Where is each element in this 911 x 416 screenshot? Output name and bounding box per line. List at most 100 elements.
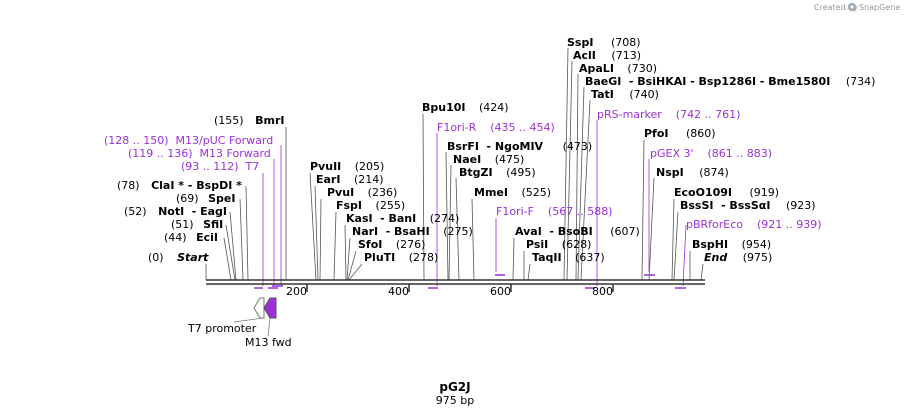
site-sfii[interactable]: (51) SfiI [171, 218, 223, 231]
site-fspi[interactable]: FspI (255) [336, 199, 405, 212]
site-ecii[interactable]: (44) EciI [164, 231, 218, 244]
site-sfoi[interactable]: SfoI (276) [358, 238, 425, 251]
site-start[interactable]: (0) Start [148, 251, 209, 264]
site-taqii[interactable]: TaqII (637) [532, 251, 605, 264]
site-name: EciI [196, 231, 218, 244]
site-avai[interactable]: AvaI - BsoBI (607) [515, 225, 640, 238]
site-num: (475) [495, 153, 525, 166]
site-name: BspHI [692, 238, 728, 251]
site-num: (51) [171, 218, 194, 231]
ruler-tick-400: 400 [388, 285, 409, 298]
site-extra: - EagI [192, 205, 227, 218]
site-baegi[interactable]: BaeGI - BsiHKAI - Bsp1286I - Bme1580I (7… [585, 75, 875, 88]
site-naei[interactable]: NaeI (475) [453, 153, 524, 166]
site-num: (860) [686, 127, 716, 140]
site-num: (525) [521, 186, 551, 199]
site-num: (205) [355, 160, 385, 173]
ruler-tick-800: 800 [592, 285, 613, 298]
site-noti[interactable]: (52) NotI - EagI [124, 205, 227, 218]
site-bmri[interactable]: (155) BmrI [214, 114, 284, 127]
site-num: (274) [430, 212, 460, 225]
site-pfoi[interactable]: PfoI (860) [644, 127, 716, 140]
site-extra: - BssSαI [721, 199, 770, 212]
site-name: PvuI [327, 186, 354, 199]
site-num: (975) [743, 251, 773, 264]
site-name: EarI [316, 173, 340, 186]
feature-label-t7-promoter: T7 promoter [187, 322, 257, 335]
site-name: SfiI [203, 218, 223, 231]
site-ecoo109i[interactable]: EcoO109I (919) [674, 186, 779, 199]
primer-t7[interactable]: (93 .. 112) T7 [181, 160, 259, 173]
primer-pbrforeco[interactable]: pBRforEco (921 .. 939) [686, 218, 822, 231]
m13-fwd-feature[interactable] [263, 297, 277, 337]
site-name: NotI [158, 205, 184, 218]
site-name: ApaLI [579, 62, 614, 75]
site-num: (236) [368, 186, 398, 199]
primer-f1ori-r[interactable]: F1ori-R (435 .. 454) [437, 121, 555, 134]
site-extra: - BanI [380, 212, 416, 225]
site-sspi[interactable]: SspI (708) [567, 36, 641, 49]
site-name: FspI [336, 199, 362, 212]
site-mmei[interactable]: MmeI (525) [474, 186, 551, 199]
site-name: BtgZI [459, 166, 493, 179]
site-clai[interactable]: (78) ClaI * - BspDI * [117, 179, 242, 192]
plasmid-length: 975 bp [436, 394, 474, 407]
site-num: (0) [148, 251, 164, 264]
site-num: (278) [409, 251, 439, 264]
site-btgzi[interactable]: BtgZI (495) [459, 166, 536, 179]
primer-m13-forward[interactable]: (119 .. 136) M13 Forward [128, 147, 271, 160]
site-name: MmeI [474, 186, 508, 199]
primer-f1ori-f[interactable]: F1ori-F (567 .. 588) [496, 205, 612, 218]
site-name: ClaI * - BspDI * [151, 179, 242, 192]
site-num: (734) [846, 75, 876, 88]
site-spei[interactable]: (69) SpeI [176, 192, 235, 205]
site-num: (919) [750, 186, 780, 199]
site-bpu10i[interactable]: Bpu10I (424) [422, 101, 509, 114]
ruler-tick-200: 200 [286, 285, 307, 298]
site-bsphi[interactable]: BspHI (954) [692, 238, 771, 251]
primer-pgex-3[interactable]: pGEX 3' (861 .. 883) [650, 147, 772, 160]
primer-prs-marker[interactable]: pRS-marker (742 .. 761) [597, 108, 740, 121]
site-num: (730) [627, 62, 657, 75]
site-name: TaqII [532, 251, 562, 264]
site-pvuii[interactable]: PvuII (205) [310, 160, 384, 173]
site-name: AvaI [515, 225, 542, 238]
primer-m13-puc-forward[interactable]: (128 .. 150) M13/pUC Forward [104, 134, 273, 147]
site-acli[interactable]: AclI (713) [573, 49, 641, 62]
site-bsrfi[interactable]: BsrFI - NgoMIV (473) [447, 140, 592, 153]
backbone [206, 279, 705, 292]
site-extra: - BsaHI [386, 225, 430, 238]
site-name: TatI [591, 88, 614, 101]
site-apali[interactable]: ApaLI (730) [579, 62, 657, 75]
site-end[interactable]: End (975) [704, 251, 772, 264]
site-name: NarI [352, 225, 378, 238]
site-bsssi[interactable]: BssSI - BssSαI (923) [680, 199, 816, 212]
site-num: (923) [786, 199, 816, 212]
site-tati[interactable]: TatI (740) [591, 88, 659, 101]
primer-leader-lines [262, 120, 687, 287]
site-num: (713) [611, 49, 641, 62]
site-name: BmrI [255, 114, 284, 127]
site-num: (52) [124, 205, 147, 218]
site-kasi[interactable]: KasI - BanI (274) [346, 212, 459, 225]
site-name: PvuII [310, 160, 341, 173]
site-name: SfoI [358, 238, 382, 251]
t7-promoter-feature[interactable] [233, 297, 265, 323]
site-name: AclI [573, 49, 596, 62]
site-num: (740) [629, 88, 659, 101]
site-name: BssSI [680, 199, 714, 212]
site-num: (44) [164, 231, 187, 244]
site-num: (637) [575, 251, 605, 264]
site-eari[interactable]: EarI (214) [316, 173, 384, 186]
site-psii[interactable]: PsiI (628) [526, 238, 591, 251]
site-name: SpeI [208, 192, 235, 205]
brand-text: SnapGene [859, 3, 900, 12]
site-num: (78) [117, 179, 140, 192]
site-num: (607) [610, 225, 640, 238]
primer-ticks [254, 274, 686, 289]
site-pluti[interactable]: PluTI (278) [364, 251, 438, 264]
site-nari[interactable]: NarI - BsaHI (275) [352, 225, 473, 238]
site-pvui[interactable]: PvuI (236) [327, 186, 397, 199]
site-nspi[interactable]: NspI (874) [656, 166, 729, 179]
